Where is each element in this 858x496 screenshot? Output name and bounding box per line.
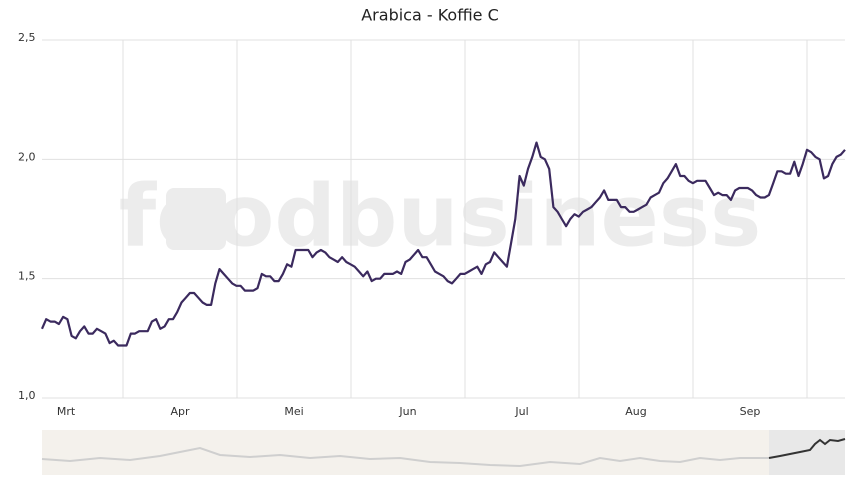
y-tick-label: 2,5 — [18, 31, 36, 44]
watermark-logo — [166, 188, 226, 250]
navigator-selection[interactable] — [769, 430, 845, 475]
x-tick-label: Sep — [740, 405, 761, 418]
navigator-line — [41, 446, 769, 468]
x-tick-label: Aug — [625, 405, 646, 418]
y-tick-label: 2,0 — [18, 150, 36, 163]
x-tick-label: Mei — [284, 405, 303, 418]
x-tick-label: Jun — [398, 405, 416, 418]
y-tick-label: 1,0 — [18, 389, 36, 402]
chart-title: Arabica - Koffie C — [361, 6, 499, 25]
navigator-mask — [42, 430, 769, 475]
y-tick-label: 1,5 — [18, 270, 36, 283]
x-tick-label: Apr — [170, 405, 190, 418]
x-tick-label: Jul — [514, 405, 528, 418]
data-line — [40, 141, 846, 347]
navigator — [41, 430, 846, 475]
navigator-selected-line — [768, 438, 846, 459]
x-tick-label: Mrt — [57, 405, 76, 418]
